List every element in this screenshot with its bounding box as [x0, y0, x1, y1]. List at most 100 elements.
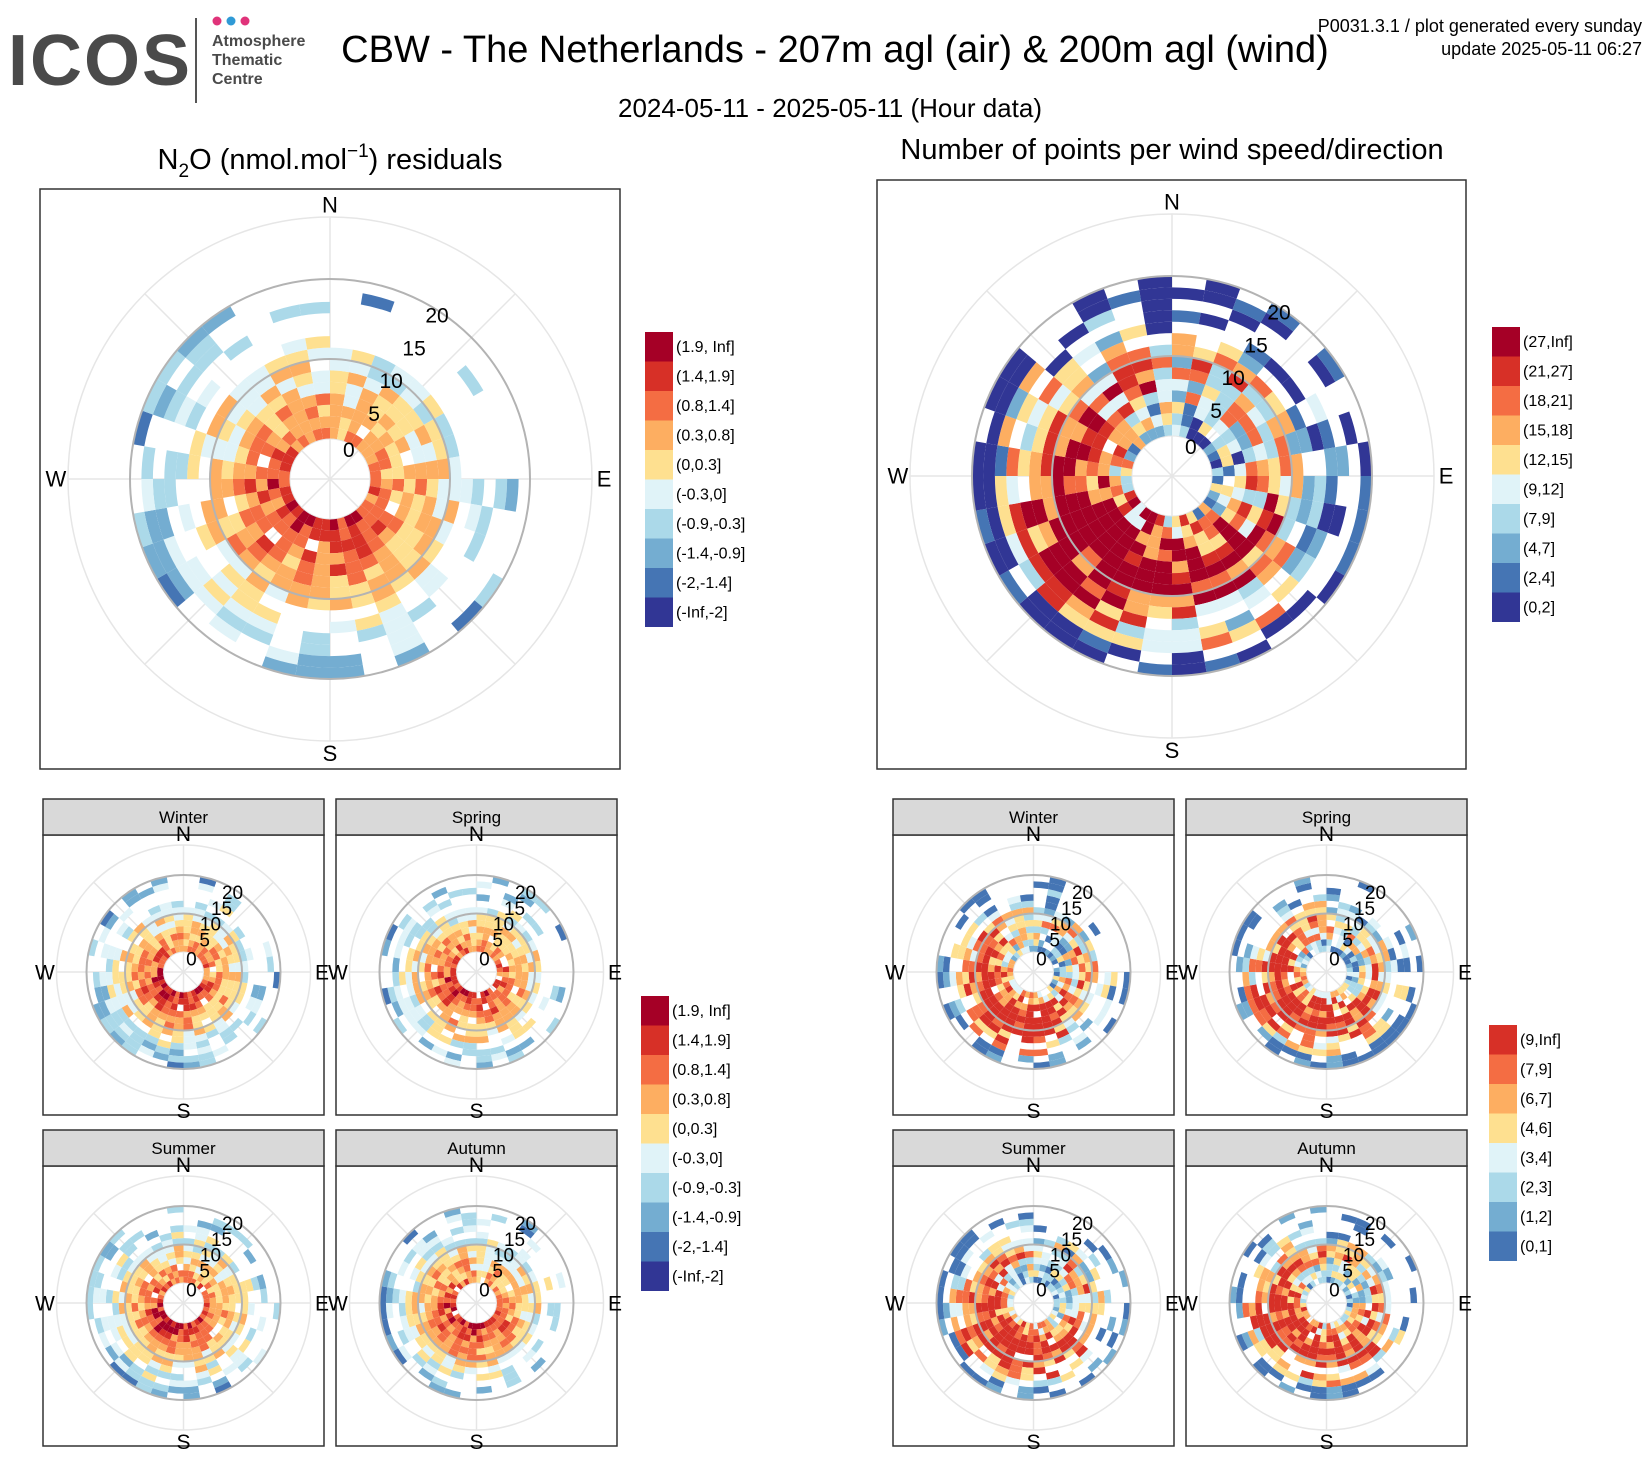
points-winter-polar-cell [983, 922, 996, 935]
points-spring-polar-cell [1300, 923, 1311, 933]
points-winter-polar-cell [1017, 927, 1027, 936]
points-winter-polar-cell [998, 937, 1009, 947]
residuals-spring-polar-cell [450, 967, 457, 972]
residuals-winter-polar-cell [199, 876, 217, 887]
points-winter-polar-cell [994, 958, 1003, 967]
residuals-polar-cell [261, 656, 298, 676]
residuals-spring-polar-tick-label: 20 [515, 883, 536, 904]
points-polar-cell [1204, 279, 1241, 299]
points-autumn-polar-cell [1339, 1315, 1347, 1324]
points-summer-polar-compass-n: N [1026, 1154, 1041, 1177]
residuals-polar-cell [301, 630, 330, 645]
points-winter-polar-cell [1067, 985, 1077, 995]
points-winter-polar-cell [1048, 982, 1057, 989]
residuals-polar-cell [421, 394, 444, 419]
points-spring-polar-cell [1311, 1048, 1327, 1057]
points-polar-cell [1209, 363, 1232, 382]
residuals-summer-polar-cell [86, 1286, 95, 1303]
residuals-autumn-polar-cell [486, 1318, 494, 1326]
residuals-spring-polar-cell [511, 938, 522, 950]
residuals-autumn-polar-cell [424, 1303, 432, 1312]
points-autumn-polar-cell [1345, 1294, 1353, 1300]
residuals-spring-polar-cell [469, 932, 477, 940]
points-summer-polar-cell [1078, 1303, 1086, 1312]
residuals-autumn-polar-cell [519, 1285, 528, 1296]
points-spring-polar-cell [1364, 922, 1377, 935]
points-autumn-polar-cell [1305, 1323, 1314, 1332]
points-autumn-polar-cell [1332, 1264, 1340, 1273]
residuals-autumn-polar-cell [489, 1323, 498, 1332]
points-polar-cell [984, 540, 1009, 576]
residuals-spring-polar-cell [496, 932, 506, 942]
points-polar-cell [1295, 524, 1317, 554]
residuals-winter-polar-cell [204, 993, 214, 1003]
residuals-autumn-polar-cell [416, 1243, 431, 1258]
points-spring-polar-cell [1301, 946, 1310, 955]
points-summer-polar-cell [1017, 1258, 1027, 1267]
points-polar-cell [1149, 594, 1172, 608]
residuals-autumn-polar-cell [443, 1297, 451, 1303]
residuals-winter-polar-cell [152, 981, 161, 989]
residuals-spring-polar-cell [381, 987, 392, 1006]
residuals-winter-polar-cell [183, 945, 189, 953]
points-summer-polar-cell [1015, 1345, 1026, 1355]
residuals-autumn-polar-cell [476, 1341, 485, 1349]
residuals-polar-cell [260, 385, 282, 405]
points-spring-polar-cell [1237, 986, 1248, 1003]
points-autumn-polar-cell [1309, 1318, 1317, 1326]
points-spring-polar-cell [1284, 915, 1298, 928]
residuals-polar-cell [384, 562, 408, 583]
points-autumn-polar-cell [1353, 1223, 1369, 1236]
residuals-spring-polar-cell [443, 966, 451, 972]
residuals-winter-polar-cell [147, 1028, 162, 1039]
residuals-autumn-polar-cell [476, 1322, 482, 1330]
points-spring-polar-cell [1275, 998, 1287, 1010]
points-autumn-polar-cell [1317, 1321, 1323, 1329]
points-autumn-polar-cell [1259, 1253, 1272, 1268]
points-summer-polar-cell [1016, 1318, 1024, 1326]
points-autumn-polar-strip [1185, 1129, 1468, 1167]
residuals-autumn-polar-cell [447, 1348, 459, 1358]
points-spring-polar-cell [1310, 927, 1320, 936]
residuals-autumn-polar-cell [431, 1309, 440, 1319]
points-polar-cell [1087, 446, 1103, 464]
residuals-winter-polar-cell [212, 1044, 229, 1058]
points-polar-cell [1172, 627, 1201, 642]
points-polar-cell [1189, 520, 1204, 536]
points-spring-polar-cell [1310, 941, 1318, 950]
points-polar-cell [1121, 458, 1135, 470]
points-summer-polar-cell [1043, 1280, 1051, 1288]
points-autumn-polar-cell [1287, 1296, 1295, 1303]
points-spring-polar-cell [1262, 1022, 1277, 1037]
points-summer-polar-cell [1053, 1242, 1066, 1253]
residuals-polar-cell [281, 453, 296, 466]
points-autumn-polar-cell [1326, 1373, 1340, 1381]
residuals-polar-cell [185, 334, 217, 366]
points-spring-polar-cell [1372, 1017, 1387, 1032]
points-spring-polar-cell [1399, 943, 1410, 959]
points-winter-polar-cell [990, 949, 1000, 959]
points-winter-polar-cell [1073, 946, 1083, 957]
points-winter-polar-cell [1078, 942, 1089, 955]
points-autumn-polar-cell [1326, 1335, 1334, 1343]
residuals-spring-polar-cell [467, 919, 477, 927]
residuals-spring-polar-cell [491, 1051, 508, 1062]
points-winter-polar-cell [1033, 1035, 1046, 1044]
residuals-autumn-polar-cell [397, 1260, 410, 1277]
residuals-summer-polar-cell [220, 1309, 229, 1319]
points-autumn-polar-cell [1320, 1270, 1327, 1277]
residuals-legend-label: (1.9, Inf] [676, 339, 735, 356]
points-spring-polar-cell [1295, 1051, 1312, 1062]
points-autumn-polar-cell [1275, 1265, 1287, 1277]
points-summer-polar-cell [998, 1268, 1009, 1278]
points-summer-polar-cell [1009, 1364, 1023, 1374]
points-summer-polar-cell [1004, 1220, 1020, 1230]
points-autumn-polar-cell [1326, 1231, 1339, 1240]
residuals-winter-polar-cell [121, 888, 139, 903]
points-spring-polar-cell [1310, 1008, 1320, 1017]
points-polar-cell [998, 347, 1028, 382]
residuals-summer-polar-cell [144, 1308, 153, 1317]
points-summer-polar-cell [1037, 1321, 1043, 1329]
residuals-winter-polar-cell [201, 917, 213, 927]
residuals-spring-polar-cell [446, 993, 456, 1003]
